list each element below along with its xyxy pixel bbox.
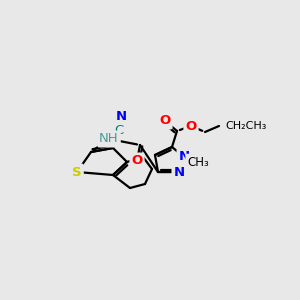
Text: C: C xyxy=(114,124,124,137)
Text: O: O xyxy=(159,115,171,128)
Text: CH₃: CH₃ xyxy=(187,155,209,169)
Text: N: N xyxy=(178,151,190,164)
Text: O: O xyxy=(185,119,197,133)
Text: N: N xyxy=(116,110,127,122)
Text: O: O xyxy=(131,154,142,167)
Text: S: S xyxy=(72,166,82,178)
Text: NH: NH xyxy=(99,133,119,146)
Text: CH₂CH₃: CH₂CH₃ xyxy=(225,121,266,131)
Text: N: N xyxy=(173,166,184,178)
